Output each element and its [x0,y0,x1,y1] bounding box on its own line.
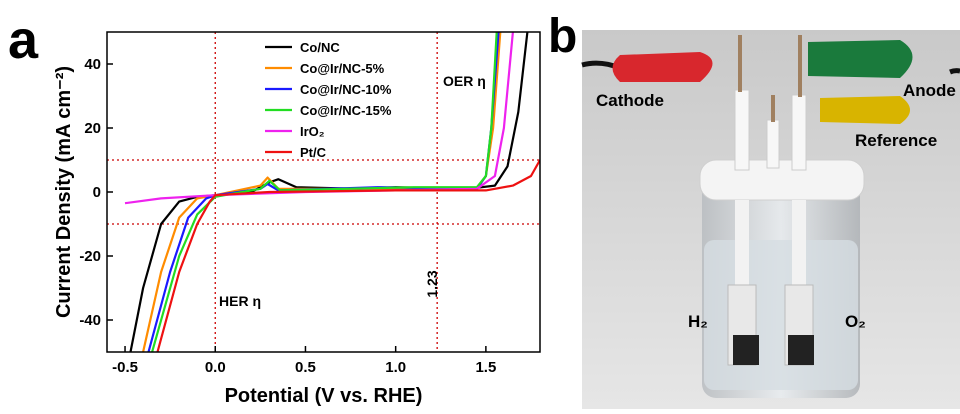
electrode [791,94,807,171]
x-tick-label: 1.0 [385,359,406,376]
panel-label: a [8,10,39,70]
y-tick-label: 0 [93,184,101,201]
annotation: 1.23 [424,270,440,297]
wire [949,68,960,75]
y-axis-title: Current Density (mA cm⁻²) [53,66,75,318]
photo-label: H₂ [688,312,708,331]
y-tick-label: -20 [79,248,101,265]
x-tick-label: -0.5 [112,359,138,376]
legend-label: Co@Ir/NC-5% [300,61,385,76]
photo-label: Cathode [596,91,664,110]
electrode [734,89,750,171]
series-line [151,32,498,352]
y-tick-label: -40 [79,312,101,329]
y-tick-label: 40 [84,56,101,73]
electrode [766,119,780,169]
panel-label: b [548,10,577,63]
solution [704,240,858,390]
carbon-paper [733,335,759,365]
electrode-stem [792,200,806,290]
legend-label: IrO₂ [300,124,325,139]
series-line [129,32,529,352]
clip-yellow [820,96,910,124]
series-line [156,159,540,352]
legend-label: Pt/C [300,145,327,160]
photo-label: Reference [855,131,937,150]
carbon-paper [788,335,814,365]
photo-label: Anode [903,81,956,100]
cap [699,159,865,201]
annotation: HER η [219,293,261,309]
electrode-stem [735,200,749,290]
legend-label: Co/NC [300,40,340,55]
x-tick-label: 1.5 [475,359,496,376]
clip-green [808,40,913,78]
legend-label: Co@Ir/NC-15% [300,103,392,118]
annotation: OER η [443,73,486,89]
photo: Cathode Anode Reference H₂ O₂ b [548,10,960,409]
chart: 1.23 OER η HER η Co/NC Co@Ir/NC-5% Co@Ir/NC-1… [53,31,541,407]
legend-label: Co@Ir/NC-10% [300,82,392,97]
y-tick-label: 20 [84,120,101,137]
photo-label: O₂ [845,312,866,331]
x-axis-title: Potential (V vs. RHE) [225,385,423,407]
clip-red [612,52,713,82]
x-tick-label: 0.0 [205,359,226,376]
x-tick-label: 0.5 [295,359,316,376]
